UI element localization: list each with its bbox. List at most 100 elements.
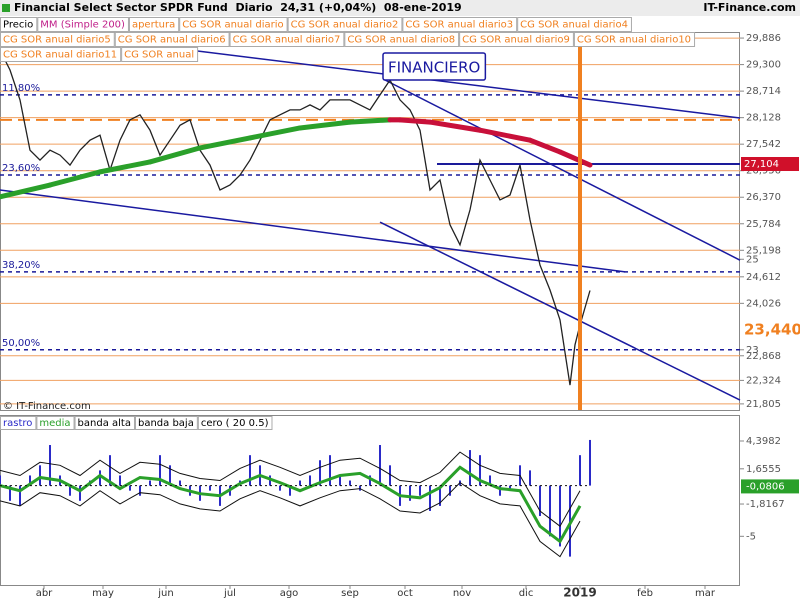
histogram-bar	[389, 465, 391, 486]
ma-segment	[47, 169, 103, 188]
legend-box	[121, 47, 199, 62]
y-tick-label: 25,784	[746, 219, 781, 230]
ma-segment	[347, 117, 393, 125]
y-tick-label: -5	[746, 531, 756, 542]
legend-box	[36, 416, 75, 430]
histogram-bar	[0, 475, 1, 486]
legend-label: CG SOR anual diario2	[291, 20, 399, 31]
histogram-bar	[19, 485, 21, 506]
legend-label: CG SOR anual diario7	[233, 35, 341, 46]
ma-segment	[397, 117, 433, 125]
histogram-bar	[499, 485, 501, 496]
ma-segment	[427, 119, 483, 133]
histogram-bar	[329, 455, 331, 486]
legend-box	[344, 32, 460, 47]
trend-line	[0, 189, 626, 273]
legend-box	[0, 17, 38, 32]
fib-label: 50,00%	[2, 338, 40, 349]
histogram-bar	[409, 485, 411, 501]
current-label-bg	[741, 479, 799, 494]
y-tick-label: 29,300	[746, 60, 781, 71]
y-tick-label: 23	[746, 345, 759, 356]
legend-label: CG SOR anual diario4	[520, 20, 628, 31]
histogram-bar	[419, 485, 421, 496]
trend-line	[384, 79, 741, 261]
histogram-bar	[249, 455, 251, 486]
legend-label: banda alta	[78, 418, 131, 429]
y-tick-label: 25,198	[746, 245, 781, 256]
price-line	[0, 49, 591, 386]
ma-segment	[527, 137, 563, 155]
histogram-bar	[109, 455, 111, 486]
trend-line	[379, 221, 741, 401]
x-tick-label: mar	[695, 588, 716, 599]
legend-label: cero ( 20 0.5)	[201, 418, 269, 429]
y-tick-label: 26,370	[746, 192, 781, 203]
y-tick-label: 25	[746, 254, 759, 265]
x-tick-label: feb	[637, 588, 653, 599]
y-tick-label: 21,805	[746, 399, 781, 410]
histogram-bar	[379, 445, 381, 486]
oscillator-line	[0, 465, 582, 544]
current-label-bg	[741, 157, 799, 172]
header-title: Financial Select Sector SPDR Fund Diario…	[14, 1, 462, 14]
ma-segment	[477, 127, 533, 143]
ma-segment	[147, 145, 203, 165]
ma-segment	[557, 149, 593, 168]
legend-box	[573, 32, 696, 47]
x-tick-label: jun	[157, 588, 173, 599]
histogram-bar	[39, 465, 41, 486]
histogram-bar	[489, 475, 491, 486]
x-tick-label: may	[92, 588, 114, 599]
legend-label: media	[39, 418, 70, 429]
histogram-bar	[579, 455, 581, 486]
ma-segment	[247, 125, 303, 141]
x-tick-label: sep	[341, 588, 359, 599]
histogram-bar	[559, 485, 561, 547]
x-tick-label: 2019	[563, 586, 596, 600]
histogram-bar	[509, 485, 511, 491]
histogram-bar	[529, 470, 531, 486]
y-tick-label: 22,868	[746, 351, 781, 362]
y-tick-label: 1,6555	[746, 464, 781, 475]
legend-label: CG SOR anual diario6	[118, 35, 226, 46]
x-tick-label: dic	[519, 588, 534, 599]
x-tick-label: abr	[36, 588, 53, 599]
current-label: 27,104	[744, 159, 779, 170]
current-label-bg	[741, 320, 799, 339]
histogram-bar	[449, 485, 451, 496]
ma-segment	[97, 159, 153, 175]
legend-box	[74, 416, 135, 430]
y-tick-label: -1,8167	[746, 499, 785, 510]
histogram-bar	[79, 485, 81, 501]
x-tick-label: nov	[453, 588, 471, 599]
y-tick-label: 22,324	[746, 375, 781, 386]
legend-box	[37, 17, 129, 32]
legend-box	[197, 416, 273, 430]
ma-segment	[0, 182, 53, 200]
legend-label: CG SOR anual diario10	[577, 35, 691, 46]
fib-label: 38,20%	[2, 260, 40, 271]
oscillator-panel	[0, 415, 740, 586]
histogram-bar	[139, 485, 141, 496]
histogram-bar	[179, 480, 181, 486]
histogram-bar	[119, 475, 121, 486]
layer: 29,886 29,300 28,714 28,128 27,542 26,956 26,3…	[0, 17, 800, 600]
legend-box	[287, 17, 403, 32]
legend-label: CG SOR anual diario5	[3, 35, 111, 46]
legend-label: CG SOR anual	[124, 50, 194, 61]
y-tick-label: 27,542	[746, 139, 781, 150]
legend-box	[229, 32, 345, 47]
legend-label: apertura	[132, 20, 175, 31]
header-site: IT-Finance.com	[703, 1, 796, 14]
legend-box	[0, 416, 37, 430]
legend-label: Precio	[3, 20, 33, 31]
fib-label: 11,80%	[2, 83, 40, 94]
histogram-bar	[169, 465, 171, 486]
current-label: -0,0806	[746, 481, 785, 492]
histogram-bar	[209, 485, 211, 491]
y-tick-label: 28,128	[746, 113, 781, 124]
histogram-bar	[589, 439, 591, 486]
y-tick-label: 24,612	[746, 272, 781, 283]
